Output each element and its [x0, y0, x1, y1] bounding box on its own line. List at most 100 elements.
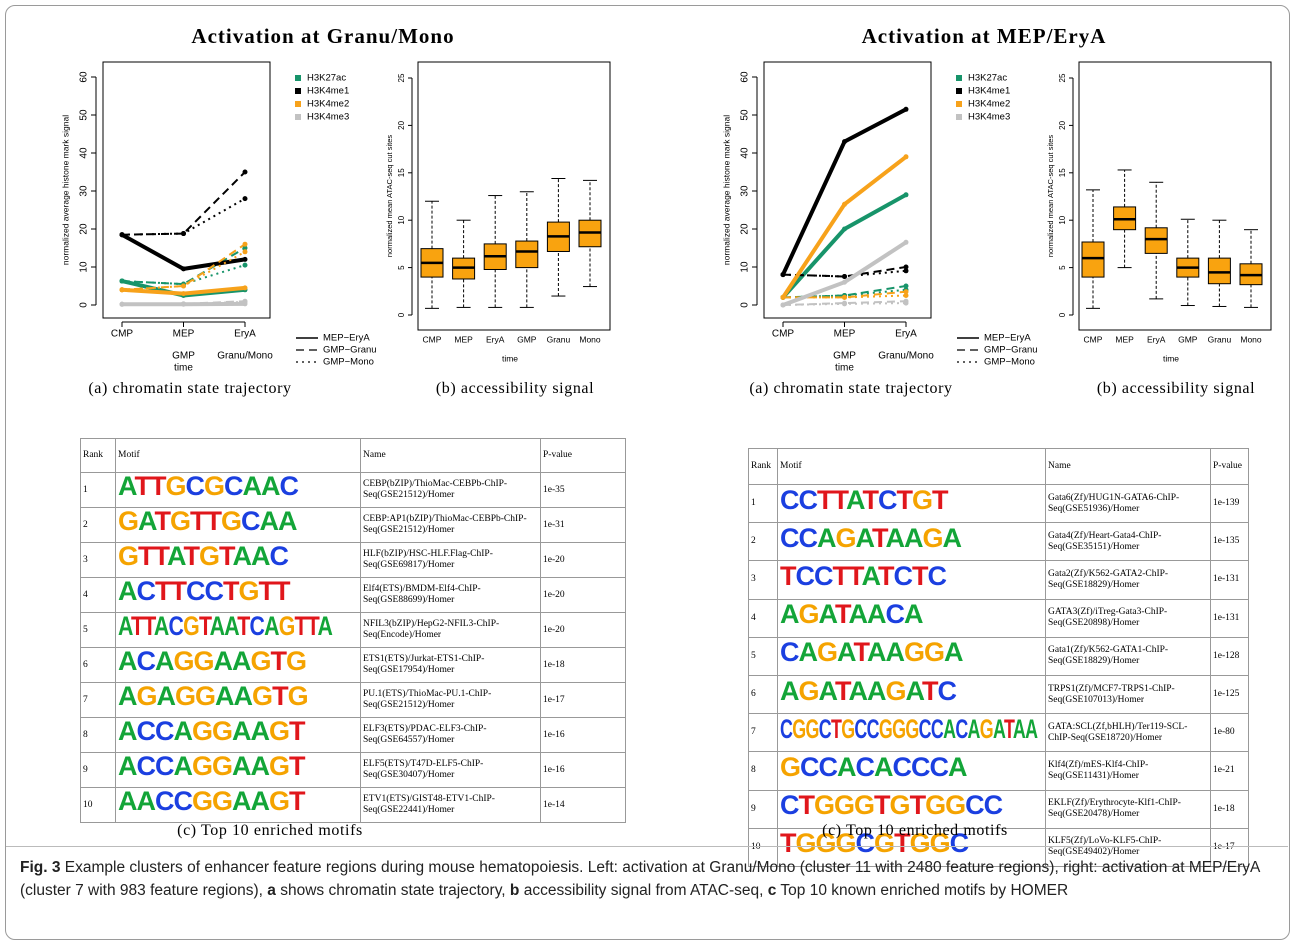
rank: 5	[748, 636, 778, 676]
motif-letter: T	[896, 484, 913, 515]
motif-letter: G	[835, 828, 857, 859]
table-row: 2 CCAGATAAGA Gata4(Zf)/Heart-Gata4-ChIP-Se…	[748, 522, 1249, 562]
motif-letter: G	[212, 717, 233, 746]
motif-logo: ACCAGGAAGT	[118, 754, 306, 780]
x-axis-label: time	[174, 363, 193, 374]
motif-logo: TCCTTATCTC	[780, 562, 947, 589]
motif-letter: A	[885, 522, 905, 553]
y-axis-label: normalized average histone mark signal	[60, 115, 70, 265]
motif-letter: A	[167, 542, 184, 571]
motif-letter: A	[948, 751, 967, 782]
y-axis-label: normalized mean ATAC-seq cut sites	[385, 135, 394, 258]
table-row: 5 ATTACGTAATCAGTTA NFIL3(bZIP)/HepG2-NFIL3…	[80, 612, 626, 648]
motif-letter: C	[798, 522, 818, 553]
motif-cell: CGGCTGCCGGGCCACAGATAA	[777, 713, 1046, 753]
motif-letter: A	[944, 637, 963, 668]
point	[842, 279, 847, 285]
rank: 7	[80, 682, 116, 718]
motif-letter: C	[780, 713, 793, 744]
header-cell: P-value	[1210, 448, 1249, 485]
motif-letter: G	[221, 507, 242, 536]
rank: 9	[748, 789, 778, 829]
motif-letter: G	[136, 682, 158, 711]
y-tick-label: 20	[79, 223, 90, 235]
motif-letter: C	[185, 472, 205, 501]
motif-name: NFIL3(bZIP)/HepG2-NFIL3-ChIP-Seq(Encode)…	[360, 612, 541, 648]
point	[903, 264, 909, 270]
motif-letter: G	[173, 647, 195, 676]
motif-letter: A	[942, 522, 962, 553]
motif-letter: G	[798, 675, 820, 706]
legend-swatch	[295, 88, 301, 94]
p-value: 1e-20	[540, 542, 626, 578]
legend-label: H3K27ac	[968, 73, 1007, 84]
table-row: 1 CCTTATCTGT Gata6(Zf)/HUG1N-GATA6-ChIP-Se…	[748, 483, 1249, 524]
motif-letter: T	[270, 647, 287, 676]
rank: 4	[748, 598, 778, 638]
motif-letter: C	[780, 790, 799, 821]
motif-letter: A	[224, 612, 238, 641]
motif-letter: G	[286, 647, 307, 676]
legend-swatch	[295, 114, 301, 120]
motif-name: ELF3(ETS)/PDAC-ELF3-ChIP-Seq(GSE64557)/H…	[360, 717, 541, 753]
point	[181, 266, 186, 272]
motif-letter: G	[118, 507, 139, 536]
motif-letter: T	[832, 560, 849, 591]
p-value: 1e-20	[540, 577, 626, 613]
point	[242, 256, 248, 262]
motif-name: Klf4(Zf)/mES-Klf4-ChIP-Seq(GSE11431)/Hom…	[1045, 751, 1211, 791]
motif-logo: AGAGGAAGTG	[118, 684, 309, 710]
motif-letter: T	[237, 612, 250, 641]
p-value: 1e-21	[1210, 751, 1249, 791]
x-tick-label: CMP	[111, 329, 134, 340]
motif-letter: A	[848, 599, 868, 630]
motif-logo: TGGGCGTGGC	[780, 830, 969, 857]
motif-letter: C	[155, 752, 174, 781]
motif-name: GATA3(Zf)/iTreg-Gata3-ChIP-Seq(GSE20898)…	[1045, 598, 1211, 638]
motif-letter: T	[848, 560, 862, 591]
motif-letter: G	[118, 542, 139, 571]
point	[903, 289, 909, 295]
header-cell: Name	[360, 438, 541, 473]
motif-letter: G	[912, 484, 933, 515]
motif-letter: T	[205, 507, 222, 536]
motif-letter: T	[874, 790, 890, 821]
legend-label: H3K4me3	[968, 112, 1010, 123]
caption-text: accessibility signal from ATAC-seq,	[519, 882, 768, 899]
motif-letter: A	[118, 577, 137, 606]
table-row: 8 GCCACACCCA Klf4(Zf)/mES-Klf4-ChIP-Seq(GS…	[748, 751, 1249, 791]
motif-letter: G	[979, 713, 994, 744]
motif-letter: G	[904, 637, 925, 668]
header-cell: P-value	[540, 438, 626, 473]
motif-letter: A	[232, 717, 251, 746]
point	[842, 226, 847, 232]
motif-letter: A	[264, 612, 279, 641]
motif-letter: G	[269, 752, 290, 781]
x-tick-label-2: Granu/Mono	[878, 351, 934, 362]
motif-letter: T	[274, 577, 290, 606]
motif-letter: A	[251, 542, 270, 571]
motif-letter: T	[289, 752, 305, 781]
subcaption: (c) Top 10 enriched motifs	[822, 822, 1008, 839]
rank: 4	[80, 577, 116, 613]
motif-logo: GTTATGTAAC	[118, 544, 289, 570]
motif-letter: A	[798, 637, 818, 668]
legend-swatch	[956, 114, 962, 120]
motif-letter: G	[238, 577, 260, 606]
divider	[6, 846, 1288, 847]
motif-cell: AGAGGAAGTG	[115, 682, 361, 718]
motif-name: ETV1(ETS)/GIST48-ETV1-ChIP-Seq(GSE22441)…	[360, 787, 541, 823]
motif-name: KLF5(Zf)/LoVo-KLF5-ChIP-Seq(GSE49402)/Ho…	[1045, 827, 1211, 867]
motif-letter: A	[861, 560, 879, 591]
motif-letter: A	[904, 522, 923, 553]
rank: 1	[80, 472, 116, 508]
motif-letter: C	[136, 647, 156, 676]
motif-table: Rank Motif Name P-value 1 ATTGCGCAAC CEBP(bZIP…	[80, 438, 626, 823]
motif-cell: GCCACACCCA	[777, 751, 1046, 791]
motif-table: Rank Motif Name P-value 1 CCTTATCTGT Gata6(Zf)…	[748, 448, 1249, 867]
motif-letter: C	[186, 577, 205, 606]
motif-cell: AGATAAGATC	[777, 674, 1046, 715]
table-row: 6 ACAGGAAGTG ETS1(ETS)/Jurkat-ETS1-ChIP-Se…	[80, 647, 626, 683]
p-value: 1e-125	[1210, 674, 1249, 715]
y-tick-label: 25	[397, 73, 406, 82]
